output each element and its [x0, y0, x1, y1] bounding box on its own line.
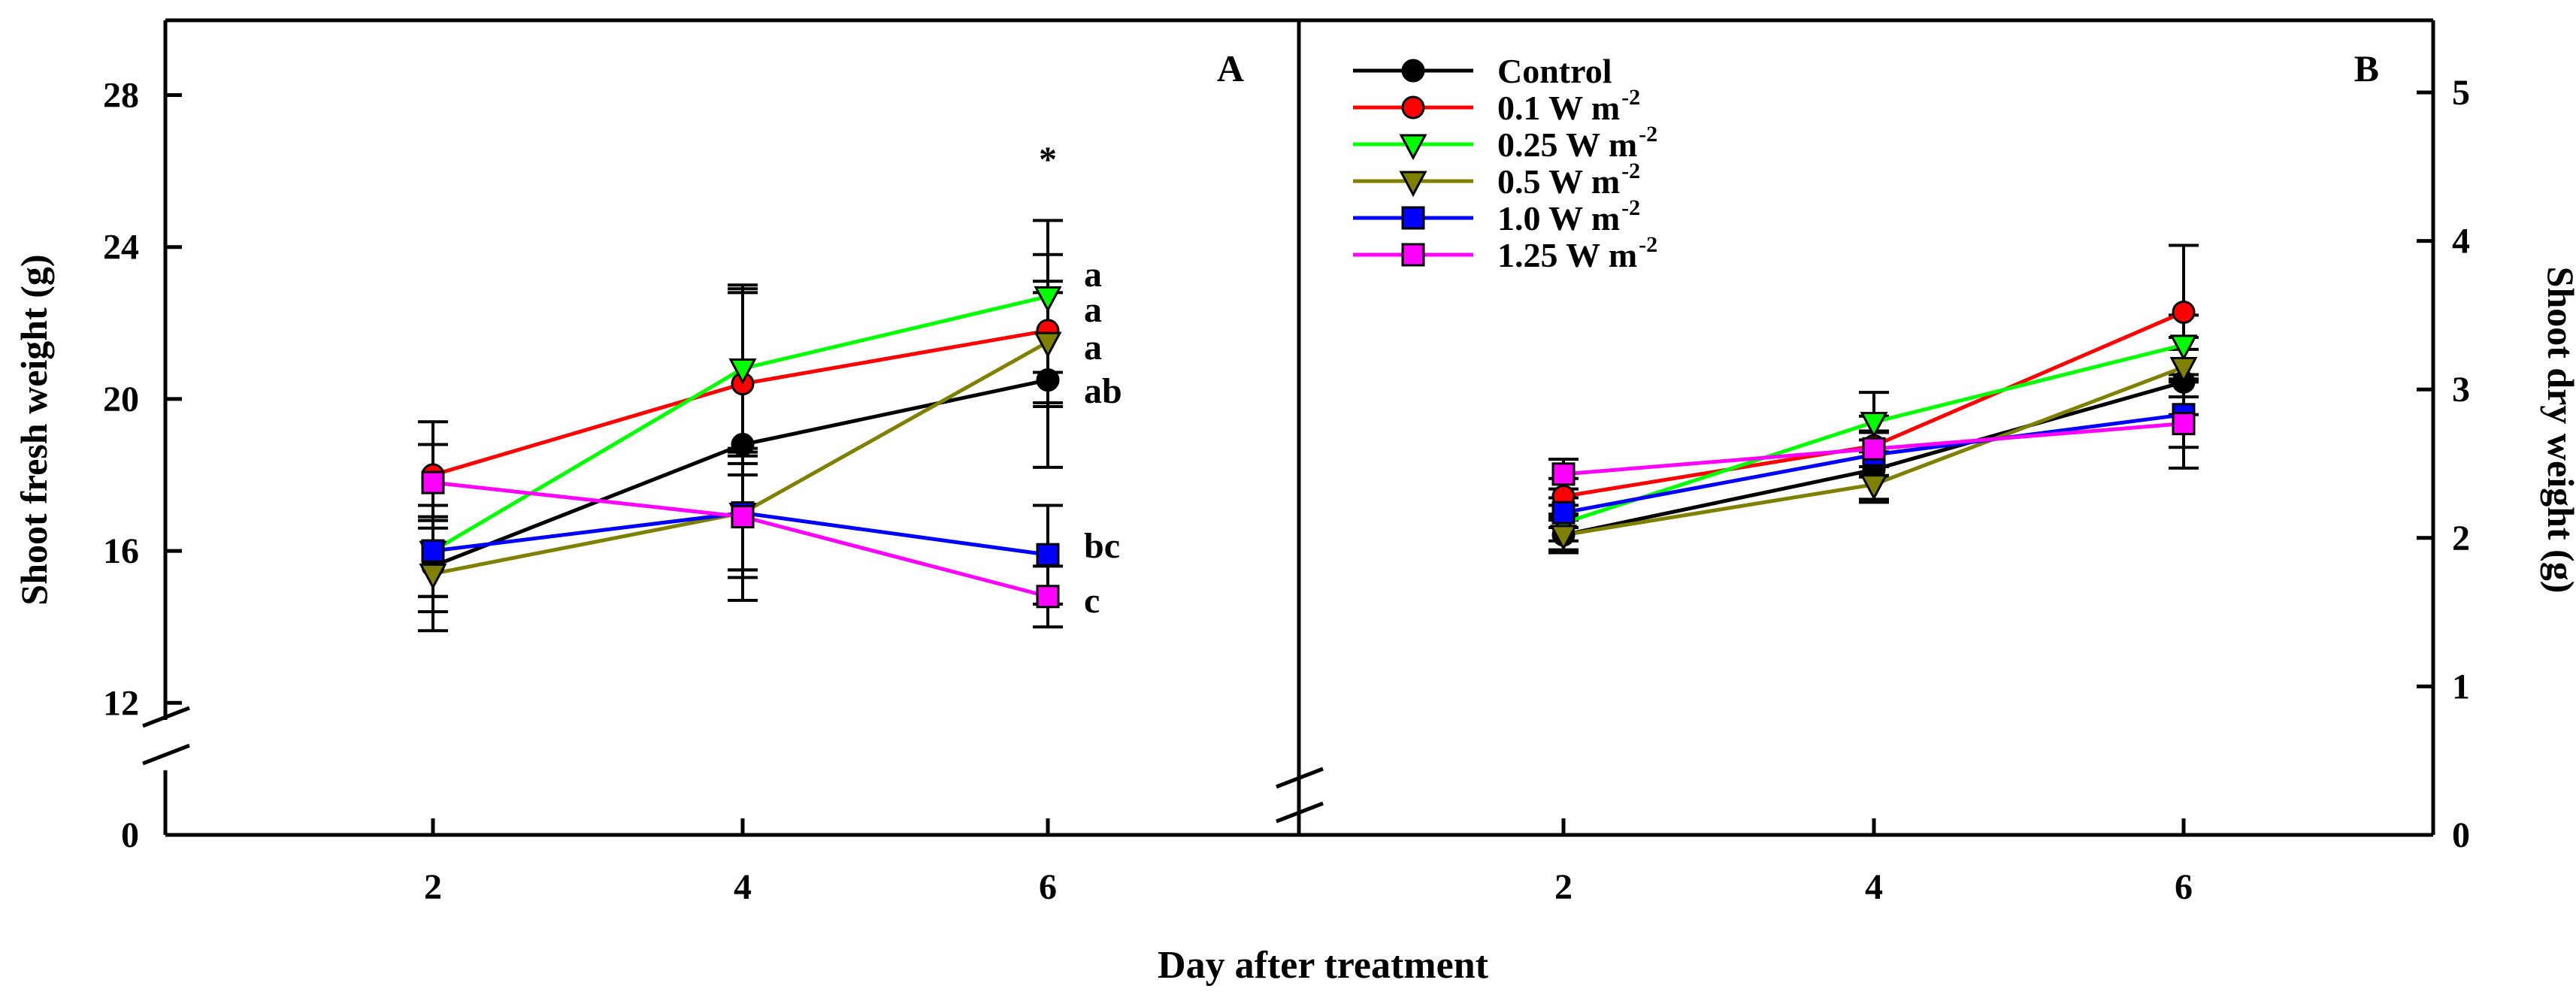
panel-a-series	[418, 219, 1063, 633]
legend-marker	[1401, 206, 1425, 230]
legend-label: 1.0 W m-2	[1497, 195, 1640, 237]
significance-letter-control: ab	[1084, 371, 1122, 411]
data-point	[2169, 334, 2198, 361]
panel-a-y-ticks: 0 12 16 20 24 28	[103, 76, 182, 855]
data-point	[1860, 412, 1888, 438]
panel-b-label: B	[2354, 47, 2379, 89]
panel-b-series	[1548, 243, 2199, 555]
y-tick-label: 28	[103, 76, 139, 116]
markers-w125	[1551, 412, 2196, 486]
x-tick-label: 4	[734, 867, 752, 907]
y-tick-label: 4	[2452, 222, 2470, 262]
significance-star: *	[1039, 140, 1057, 180]
legend-item-w125: 1.25 W m-2	[1353, 232, 1657, 274]
data-point	[1036, 543, 1060, 567]
significance-letter-w01: a	[1084, 290, 1102, 330]
data-point	[1551, 500, 1576, 525]
data-point	[1034, 331, 1062, 358]
significance-letter-w025: a	[1084, 255, 1102, 295]
x-tick-label: 2	[424, 867, 442, 907]
y-tick-label: 3	[2452, 370, 2470, 410]
legend-marker	[1401, 243, 1425, 267]
y-tick-label: 20	[103, 380, 139, 419]
y-tick-label: 16	[103, 531, 139, 571]
x-tick-label: 6	[2175, 867, 2193, 907]
panel-b-y-ticks: 0 1 2 3 4 5	[2417, 73, 2470, 855]
data-point	[1860, 474, 1888, 500]
x-axis-title: Day after treatment	[1158, 944, 1489, 987]
data-point	[2172, 412, 2196, 436]
legend-label: 0.5 W m-2	[1497, 159, 1640, 201]
panel-a-y-axis-title: Shoot fresh weight (g)	[13, 254, 55, 605]
y-tick-label: 24	[103, 228, 139, 268]
y-tick-label: 5	[2452, 73, 2470, 113]
legend-label: Control	[1497, 52, 1612, 90]
y-tick-label: 12	[103, 683, 139, 723]
data-point	[421, 539, 445, 563]
y-tick-label: 2	[2452, 519, 2470, 558]
significance-letter-w125: c	[1084, 581, 1100, 621]
data-point	[1551, 462, 1576, 486]
significance-letter-w05: a	[1084, 328, 1102, 367]
y-tick-label: 0	[2452, 815, 2470, 855]
error-bars-w10	[418, 454, 1063, 606]
data-point	[1036, 368, 1060, 392]
legend-marker	[1401, 59, 1425, 83]
y-tick-label: 1	[2452, 667, 2470, 706]
legend-marker	[1399, 134, 1427, 161]
legend-item-control: Control	[1353, 52, 1612, 90]
data-point	[419, 563, 447, 590]
legend-label: 0.25 W m-2	[1497, 122, 1657, 164]
legend-marker	[1399, 171, 1427, 198]
axis-break-mark	[142, 743, 190, 766]
x-tick-label: 4	[1865, 867, 1883, 907]
data-point	[421, 470, 445, 494]
data-point	[1549, 525, 1578, 552]
y-tick-label: 0	[121, 815, 139, 855]
legend-label: 1.25 W m-2	[1497, 232, 1657, 274]
panel-b: B Shoot dry weight (g) 0 1 2 3 4 5 2 4 6 Contro…	[1297, 18, 2576, 907]
x-tick-label: 6	[1039, 867, 1057, 907]
panel-a-label: A	[1217, 47, 1244, 89]
data-point	[1034, 286, 1062, 313]
legend-item-w01: 0.1 W m-2	[1353, 85, 1640, 127]
axis-break-mark	[142, 706, 190, 728]
data-point	[1036, 585, 1060, 609]
panel-a-x-ticks: 2 4 6	[424, 818, 1057, 907]
panel-a-significance-letters: aaa ab bc c	[1084, 255, 1122, 621]
legend-label: 0.1 W m-2	[1497, 85, 1640, 127]
legend-item-w025: 0.25 W m-2	[1353, 122, 1657, 164]
legend-marker	[1401, 95, 1425, 119]
markers-w05	[1549, 357, 2198, 552]
panel-b-y-axis-title: Shoot dry weight (g)	[2540, 267, 2576, 594]
data-point	[731, 433, 755, 457]
data-point	[731, 505, 755, 529]
data-point	[728, 358, 757, 385]
significance-letter-w10: bc	[1084, 526, 1120, 566]
panel-b-x-ticks: 2 4 6	[1554, 818, 2193, 907]
legend-item-w10: 1.0 W m-2	[1353, 195, 1640, 237]
markers-control	[421, 368, 1060, 578]
data-point	[1862, 437, 1886, 461]
data-point	[2169, 357, 2198, 383]
x-tick-label: 2	[1554, 867, 1573, 907]
legend-item-w05: 0.5 W m-2	[1353, 159, 1640, 201]
data-point	[2172, 300, 2196, 324]
markers-w125	[421, 470, 1060, 609]
